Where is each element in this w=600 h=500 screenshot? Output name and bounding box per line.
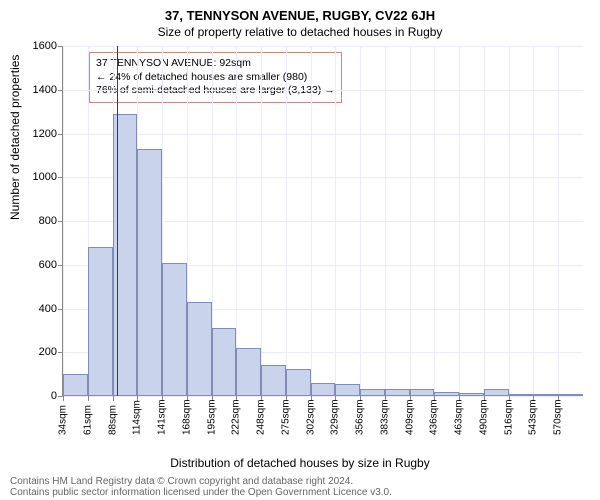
histogram-bar (162, 263, 187, 396)
xtick-label: 168sqm (181, 399, 192, 435)
gridline-v (360, 46, 361, 396)
xtick-label: 516sqm (503, 399, 514, 435)
info-box-line: ← 24% of detached houses are smaller (98… (96, 71, 335, 85)
chart-container: 37, TENNYSON AVENUE, RUGBY, CV22 6JH Siz… (0, 0, 600, 500)
histogram-bar (459, 393, 484, 396)
xtick-label: 275sqm (280, 399, 291, 435)
histogram-bar (558, 394, 583, 396)
info-box-line: 37 TENNYSON AVENUE: 92sqm (96, 57, 335, 71)
histogram-bar (88, 247, 113, 396)
histogram-bar (212, 328, 237, 396)
ytick-label: 1000 (23, 171, 57, 183)
xtick-label: 195sqm (206, 399, 217, 435)
marker-line (117, 46, 118, 396)
histogram-bar (484, 389, 509, 396)
histogram-bar (533, 394, 558, 396)
histogram-bar (509, 394, 534, 396)
gridline-h (63, 396, 583, 397)
gridline-v (410, 46, 411, 396)
xtick-label: 329sqm (330, 399, 341, 435)
credit: Contains HM Land Registry data © Crown c… (10, 476, 392, 498)
xtick-label: 222sqm (231, 399, 242, 435)
histogram-bar (63, 374, 88, 396)
info-box: 37 TENNYSON AVENUE: 92sqm← 24% of detach… (89, 52, 342, 103)
ytick-label: 1200 (23, 128, 57, 140)
histogram-bar (335, 384, 360, 396)
gridline-v (385, 46, 386, 396)
y-axis-label: Number of detached properties (8, 55, 22, 220)
xtick-label: 570sqm (553, 399, 564, 435)
xtick-mark (88, 396, 89, 401)
gridline-v (509, 46, 510, 396)
xtick-label: 490sqm (478, 399, 489, 435)
histogram-bar (261, 365, 286, 396)
gridline-v (533, 46, 534, 396)
xtick-label: 141sqm (157, 399, 168, 435)
xtick-label: 302sqm (305, 399, 316, 435)
xtick-label: 436sqm (429, 399, 440, 435)
xtick-label: 463sqm (454, 399, 465, 435)
xtick-label: 88sqm (107, 405, 118, 435)
histogram-bar (434, 392, 459, 396)
gridline-v (335, 46, 336, 396)
gridline-h (63, 46, 583, 47)
chart-subtitle: Size of property relative to detached ho… (0, 23, 600, 43)
histogram-bar (187, 302, 212, 396)
histogram-bar (286, 369, 311, 396)
gridline-h (63, 134, 583, 135)
info-box-line: 76% of semi-detached houses are larger (… (96, 84, 335, 98)
gridline-v (459, 46, 460, 396)
credit-line-2: Contains public sector information licen… (10, 487, 392, 498)
histogram-bar (410, 389, 435, 396)
xtick-mark (113, 396, 114, 401)
gridline-v (286, 46, 287, 396)
histogram-bar (311, 383, 336, 396)
plot-area: 37 TENNYSON AVENUE: 92sqm← 24% of detach… (62, 46, 583, 397)
chart-title: 37, TENNYSON AVENUE, RUGBY, CV22 6JH (0, 0, 600, 23)
ytick-label: 1400 (23, 84, 57, 96)
gridline-v (484, 46, 485, 396)
xtick-label: 356sqm (355, 399, 366, 435)
ytick-label: 800 (23, 215, 57, 227)
ytick-label: 400 (23, 303, 57, 315)
xtick-mark (63, 396, 64, 401)
ytick-label: 600 (23, 259, 57, 271)
ytick-label: 0 (23, 390, 57, 402)
xtick-label: 383sqm (379, 399, 390, 435)
ytick-label: 1600 (23, 40, 57, 52)
ytick-label: 200 (23, 346, 57, 358)
xtick-label: 114sqm (132, 400, 143, 435)
histogram-bar (236, 348, 261, 396)
gridline-v (63, 46, 64, 396)
gridline-v (558, 46, 559, 396)
gridline-v (434, 46, 435, 396)
gridline-v (261, 46, 262, 396)
xtick-label: 61sqm (82, 405, 93, 435)
histogram-bar (137, 149, 162, 396)
histogram-bar (360, 389, 385, 396)
gridline-h (63, 90, 583, 91)
gridline-v (311, 46, 312, 396)
gridline-v (236, 46, 237, 396)
x-axis-label: Distribution of detached houses by size … (0, 456, 600, 470)
credit-line-1: Contains HM Land Registry data © Crown c… (10, 476, 392, 487)
xtick-label: 248sqm (256, 399, 267, 435)
xtick-label: 34sqm (58, 405, 69, 435)
xtick-label: 409sqm (404, 399, 415, 435)
xtick-label: 543sqm (528, 399, 539, 435)
histogram-bar (385, 389, 410, 396)
